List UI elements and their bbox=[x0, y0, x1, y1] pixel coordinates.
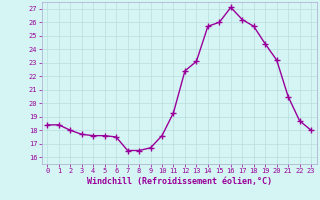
X-axis label: Windchill (Refroidissement éolien,°C): Windchill (Refroidissement éolien,°C) bbox=[87, 177, 272, 186]
